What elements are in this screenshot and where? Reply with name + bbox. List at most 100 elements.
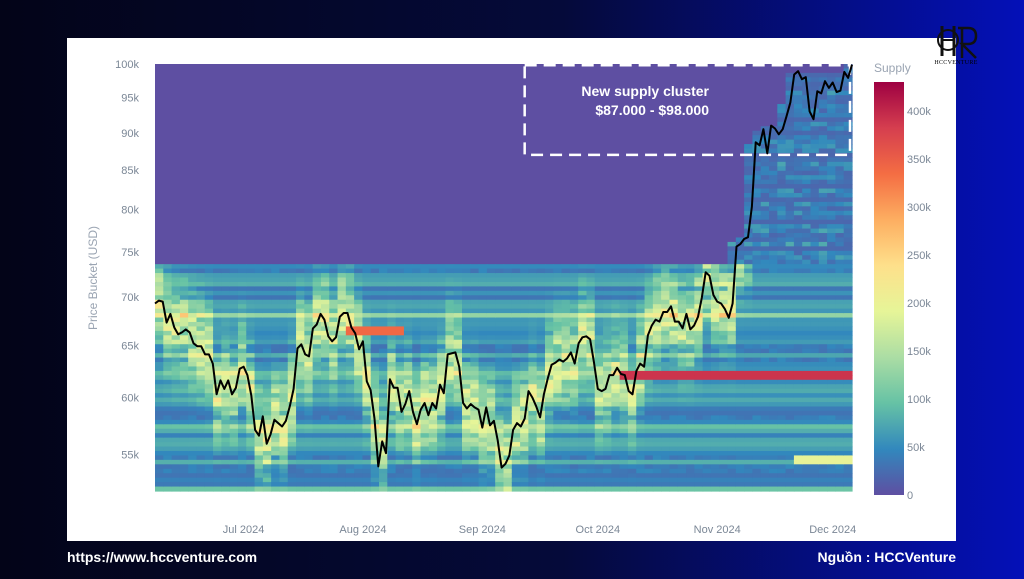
heatmap-cell bbox=[287, 290, 297, 296]
heatmap-cell bbox=[420, 286, 430, 292]
heatmap-cell bbox=[586, 473, 596, 479]
hccventure-logo: HCCVENTURE bbox=[926, 22, 986, 74]
heatmap-cell bbox=[511, 264, 521, 270]
colorbar-tick-label: 0 bbox=[907, 490, 913, 502]
heatmap-cell bbox=[221, 406, 231, 412]
heatmap-cell bbox=[594, 286, 604, 292]
heatmap-cell bbox=[843, 362, 853, 368]
heatmap-cell bbox=[793, 330, 803, 336]
heatmap-cell bbox=[387, 375, 397, 381]
heatmap-cell bbox=[403, 375, 413, 381]
heatmap-cell bbox=[520, 473, 529, 479]
heatmap-cell bbox=[379, 415, 388, 421]
heatmap-cell bbox=[818, 72, 828, 78]
heatmap-cell bbox=[403, 281, 413, 287]
heatmap-cell bbox=[636, 330, 646, 336]
heatmap-cell bbox=[503, 437, 513, 443]
heatmap-cell bbox=[611, 486, 621, 492]
heatmap-cell bbox=[445, 286, 455, 292]
heatmap-cell bbox=[827, 397, 837, 403]
heatmap-cell bbox=[644, 313, 654, 319]
heatmap-cell bbox=[727, 477, 737, 483]
heatmap-cell bbox=[470, 357, 480, 363]
heatmap-cell bbox=[818, 117, 828, 123]
heatmap-cell bbox=[536, 424, 546, 430]
heatmap-cell bbox=[287, 428, 297, 434]
heatmap-cell bbox=[437, 468, 447, 474]
heatmap-cell bbox=[578, 348, 588, 354]
heatmap-cell bbox=[453, 268, 463, 274]
heatmap-cell bbox=[835, 286, 845, 292]
heatmap-cell bbox=[785, 397, 795, 403]
heatmap-cell bbox=[810, 335, 820, 341]
heatmap-cell bbox=[320, 446, 330, 452]
heatmap-cell bbox=[544, 455, 554, 461]
heatmap-cell bbox=[544, 486, 554, 492]
heatmap-cell bbox=[296, 344, 305, 350]
heatmap-cell bbox=[296, 406, 305, 412]
heatmap-cell bbox=[636, 424, 646, 430]
heatmap-cell bbox=[569, 397, 579, 403]
heatmap-cell bbox=[312, 273, 322, 279]
heatmap-cell bbox=[362, 339, 372, 345]
heatmap-cell bbox=[254, 468, 264, 474]
heatmap-cell bbox=[188, 299, 198, 305]
heatmap-cell bbox=[835, 135, 845, 141]
heatmap-cell bbox=[827, 393, 837, 399]
heatmap-cell bbox=[387, 468, 397, 474]
heatmap-cell bbox=[777, 482, 787, 488]
heatmap-cell bbox=[686, 353, 695, 359]
heatmap-cell bbox=[221, 268, 231, 274]
heatmap-cell bbox=[254, 375, 264, 381]
heatmap-cell bbox=[636, 308, 646, 314]
heatmap-cell bbox=[337, 344, 347, 350]
heatmap-cell bbox=[179, 442, 189, 448]
heatmap-cell bbox=[403, 273, 413, 279]
heatmap-cell bbox=[279, 486, 289, 492]
heatmap-cell bbox=[453, 415, 463, 421]
heatmap-cell bbox=[486, 304, 496, 310]
heatmap-cell bbox=[213, 486, 222, 492]
heatmap-cell bbox=[196, 397, 206, 403]
heatmap-cell bbox=[835, 175, 845, 181]
heatmap-cell bbox=[793, 206, 803, 212]
heatmap-cell bbox=[495, 317, 505, 323]
heatmap-cell bbox=[312, 482, 322, 488]
heatmap-cell bbox=[694, 295, 704, 301]
heatmap-cell bbox=[370, 268, 380, 274]
heatmap-cell bbox=[810, 206, 820, 212]
heatmap-cell bbox=[752, 415, 762, 421]
heatmap-cell bbox=[835, 95, 845, 101]
heatmap-cell bbox=[569, 477, 579, 483]
heatmap-cell bbox=[503, 384, 513, 390]
heatmap-cell bbox=[752, 450, 762, 457]
heatmap-cell bbox=[569, 384, 579, 390]
heatmap-cell bbox=[445, 339, 455, 345]
heatmap-cell bbox=[345, 397, 355, 403]
heatmap-cell bbox=[818, 233, 828, 239]
heatmap-cell bbox=[652, 477, 662, 483]
heatmap-cell bbox=[370, 406, 380, 412]
heatmap-cell bbox=[304, 335, 314, 341]
heatmap-cell bbox=[702, 281, 712, 287]
heatmap-cell bbox=[362, 415, 372, 421]
heatmap-cell bbox=[379, 277, 388, 283]
heatmap-cell bbox=[279, 326, 289, 332]
heatmap-cell bbox=[453, 459, 463, 465]
heatmap-cell bbox=[229, 459, 239, 465]
heatmap-cell bbox=[827, 157, 837, 163]
heatmap-cell bbox=[478, 410, 488, 416]
heatmap-cell bbox=[229, 370, 239, 376]
heatmap-cell bbox=[412, 344, 422, 350]
heatmap-cell bbox=[827, 464, 837, 470]
heatmap-cell bbox=[320, 281, 330, 287]
heatmap-cell bbox=[619, 313, 629, 319]
heatmap-cell bbox=[586, 321, 596, 328]
heatmap-cell bbox=[262, 268, 272, 274]
heatmap-cell bbox=[769, 388, 778, 394]
heatmap-cell bbox=[478, 348, 488, 354]
heatmap-cell bbox=[661, 321, 671, 328]
heatmap-cell bbox=[661, 402, 671, 408]
heatmap-cell bbox=[793, 379, 803, 385]
heatmap-cell bbox=[835, 188, 845, 194]
